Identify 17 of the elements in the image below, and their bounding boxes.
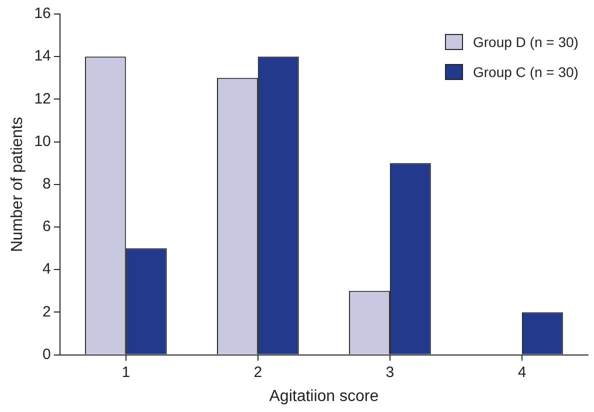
legend-label: Group D (n = 30) [473,34,578,50]
y-tick-label: 6 [42,218,51,236]
y-tick-label: 4 [42,260,51,278]
y-tick-label: 12 [34,90,51,108]
y-axis-title: Number of patients [9,116,26,252]
legend-label: Group C (n = 30) [473,64,578,80]
y-tick-label: 14 [34,48,51,65]
x-tick-label: 1 [122,364,130,381]
y-tick-label: 16 [34,5,51,22]
x-tick-label: 2 [254,364,262,381]
y-tick-label: 0 [42,346,51,363]
x-tick-label: 4 [518,364,526,381]
y-tick-label: 8 [42,176,51,193]
y-tick-label: 2 [42,303,51,320]
x-tick-label: 3 [386,364,394,381]
y-tick-label: 10 [34,132,51,150]
x-axis-title: Agitatiion score [269,388,379,405]
